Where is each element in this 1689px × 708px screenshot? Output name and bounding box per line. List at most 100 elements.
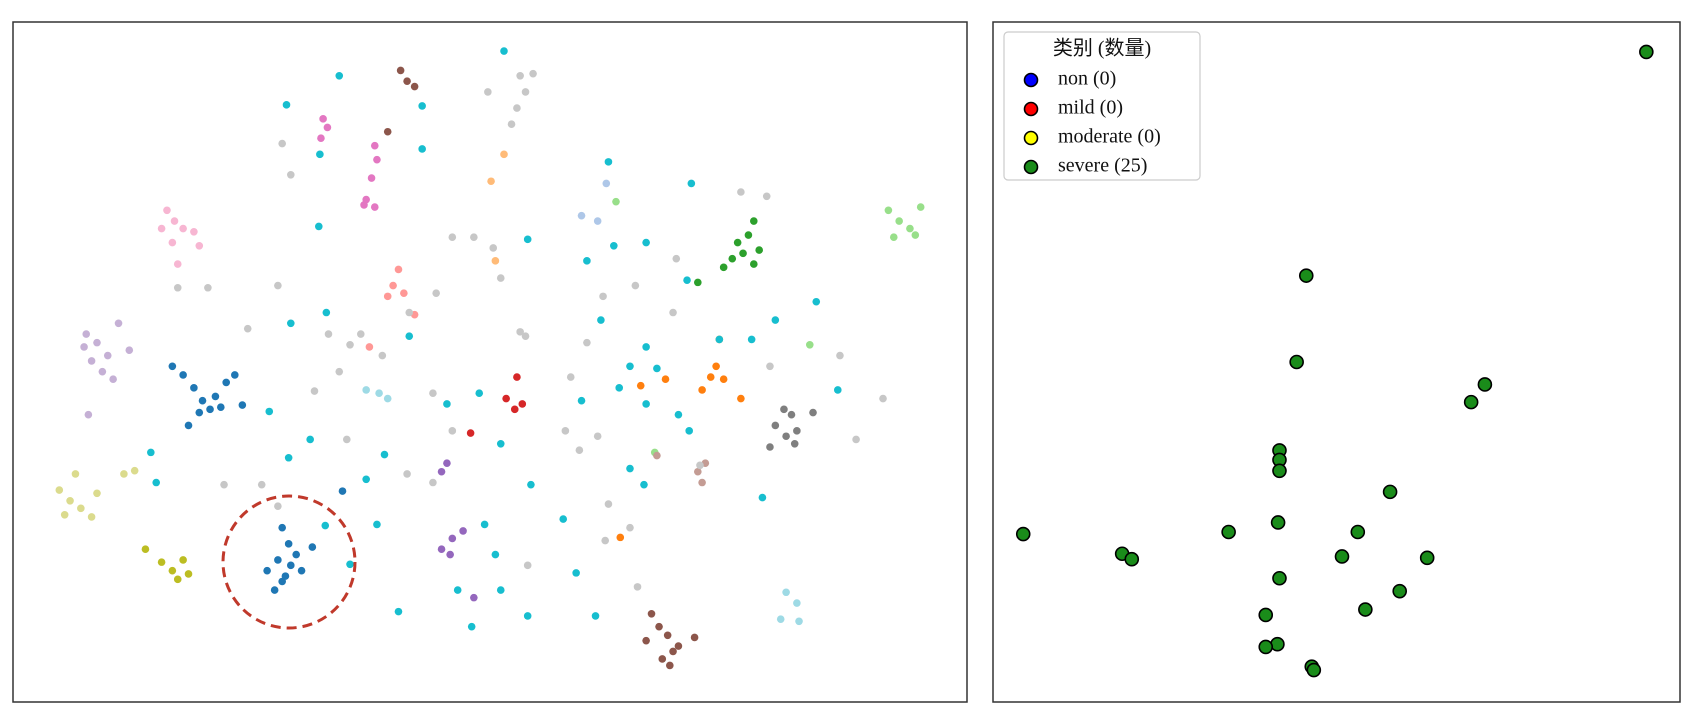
point — [758, 493, 767, 502]
point — [566, 373, 575, 381]
point — [475, 389, 484, 398]
point — [467, 622, 476, 631]
point — [636, 381, 645, 390]
point — [370, 203, 379, 211]
point — [487, 177, 495, 186]
point — [750, 260, 758, 268]
point — [879, 394, 887, 403]
point — [812, 297, 821, 306]
point — [60, 510, 69, 519]
point — [674, 642, 683, 650]
point — [602, 179, 611, 188]
point — [470, 233, 478, 241]
point — [1289, 354, 1304, 370]
point — [591, 612, 600, 620]
point — [737, 188, 745, 196]
legend-marker — [1023, 72, 1039, 88]
point — [168, 566, 177, 575]
point — [71, 470, 80, 478]
point — [1419, 550, 1435, 566]
point — [737, 394, 745, 403]
point — [400, 289, 408, 297]
point — [1334, 549, 1350, 564]
point — [389, 281, 397, 290]
point — [510, 405, 519, 414]
point — [521, 88, 530, 96]
point — [1270, 636, 1285, 652]
point — [470, 593, 478, 602]
point — [790, 439, 799, 448]
point — [342, 435, 351, 444]
point — [231, 371, 239, 379]
point — [373, 520, 381, 529]
point — [1124, 551, 1140, 567]
point — [179, 371, 187, 379]
point — [287, 170, 295, 179]
point — [626, 523, 634, 532]
point — [583, 338, 591, 347]
legend-label: severe (25) — [1058, 155, 1147, 177]
point — [793, 599, 801, 607]
point — [206, 405, 214, 414]
point — [87, 357, 96, 365]
point — [314, 222, 323, 231]
point — [321, 521, 330, 530]
point — [593, 217, 602, 225]
point — [491, 257, 500, 265]
point — [583, 257, 591, 265]
point — [750, 217, 758, 225]
point — [243, 324, 252, 333]
point — [1358, 602, 1373, 617]
point — [147, 448, 155, 457]
point — [437, 467, 446, 476]
point — [77, 504, 85, 513]
point — [906, 224, 914, 233]
point — [274, 556, 282, 564]
point — [173, 575, 182, 584]
point — [1382, 484, 1398, 500]
point — [383, 394, 392, 403]
point — [319, 115, 327, 123]
point — [489, 244, 498, 252]
point — [696, 461, 704, 470]
point — [626, 464, 634, 473]
point — [190, 228, 198, 236]
point — [577, 211, 586, 220]
point — [911, 231, 920, 239]
point — [346, 560, 354, 569]
point — [120, 470, 128, 478]
point — [529, 69, 537, 78]
point — [365, 343, 374, 351]
point — [84, 410, 93, 419]
point — [496, 274, 505, 282]
point — [739, 249, 747, 258]
point — [198, 396, 207, 405]
point — [706, 373, 715, 381]
point — [394, 607, 403, 616]
point — [362, 386, 370, 394]
point — [87, 513, 96, 521]
point — [278, 523, 286, 532]
point — [378, 351, 387, 360]
point — [496, 439, 505, 448]
point — [405, 332, 414, 340]
point — [152, 478, 161, 487]
point — [1270, 515, 1286, 530]
point — [316, 150, 324, 159]
point — [220, 480, 228, 489]
point — [281, 572, 290, 580]
point — [394, 265, 403, 274]
point — [179, 224, 187, 233]
point — [513, 104, 521, 112]
point — [1639, 44, 1654, 60]
plot-frame — [12, 21, 968, 703]
point — [195, 241, 204, 250]
point — [728, 254, 737, 263]
point — [466, 429, 475, 437]
point — [362, 475, 370, 484]
point — [795, 617, 803, 626]
legend-title: 类别 (数量) — [1053, 37, 1151, 60]
point — [666, 661, 674, 670]
point — [211, 392, 220, 401]
point — [523, 612, 532, 620]
